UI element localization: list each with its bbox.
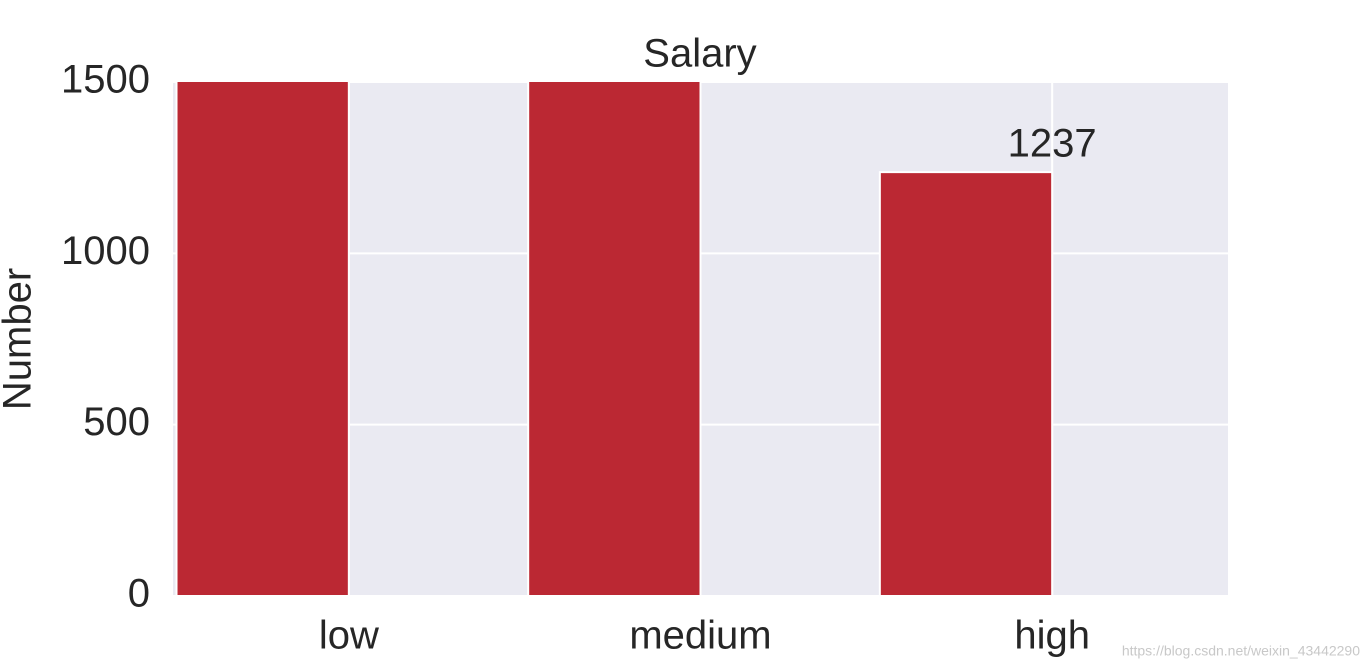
bar — [878, 171, 1054, 596]
bars: 731664461237 — [175, 82, 1097, 596]
bar — [175, 82, 350, 596]
x-tick-label: high — [1014, 614, 1090, 658]
y-tick-label: 500 — [83, 400, 150, 444]
bar — [527, 82, 702, 596]
y-axis-label: Number — [0, 268, 40, 410]
y-tick-label: 0 — [128, 572, 150, 616]
y-tick-label: 1500 — [61, 58, 150, 102]
y-tick-label: 1000 — [61, 229, 150, 273]
x-tick-label: low — [319, 614, 379, 658]
chart-title: Salary — [643, 32, 756, 76]
x-tick-label: medium — [629, 614, 771, 658]
data-label: 1237 — [1008, 122, 1097, 166]
watermark: https://blog.csdn.net/weixin_43442290 — [1122, 643, 1360, 659]
